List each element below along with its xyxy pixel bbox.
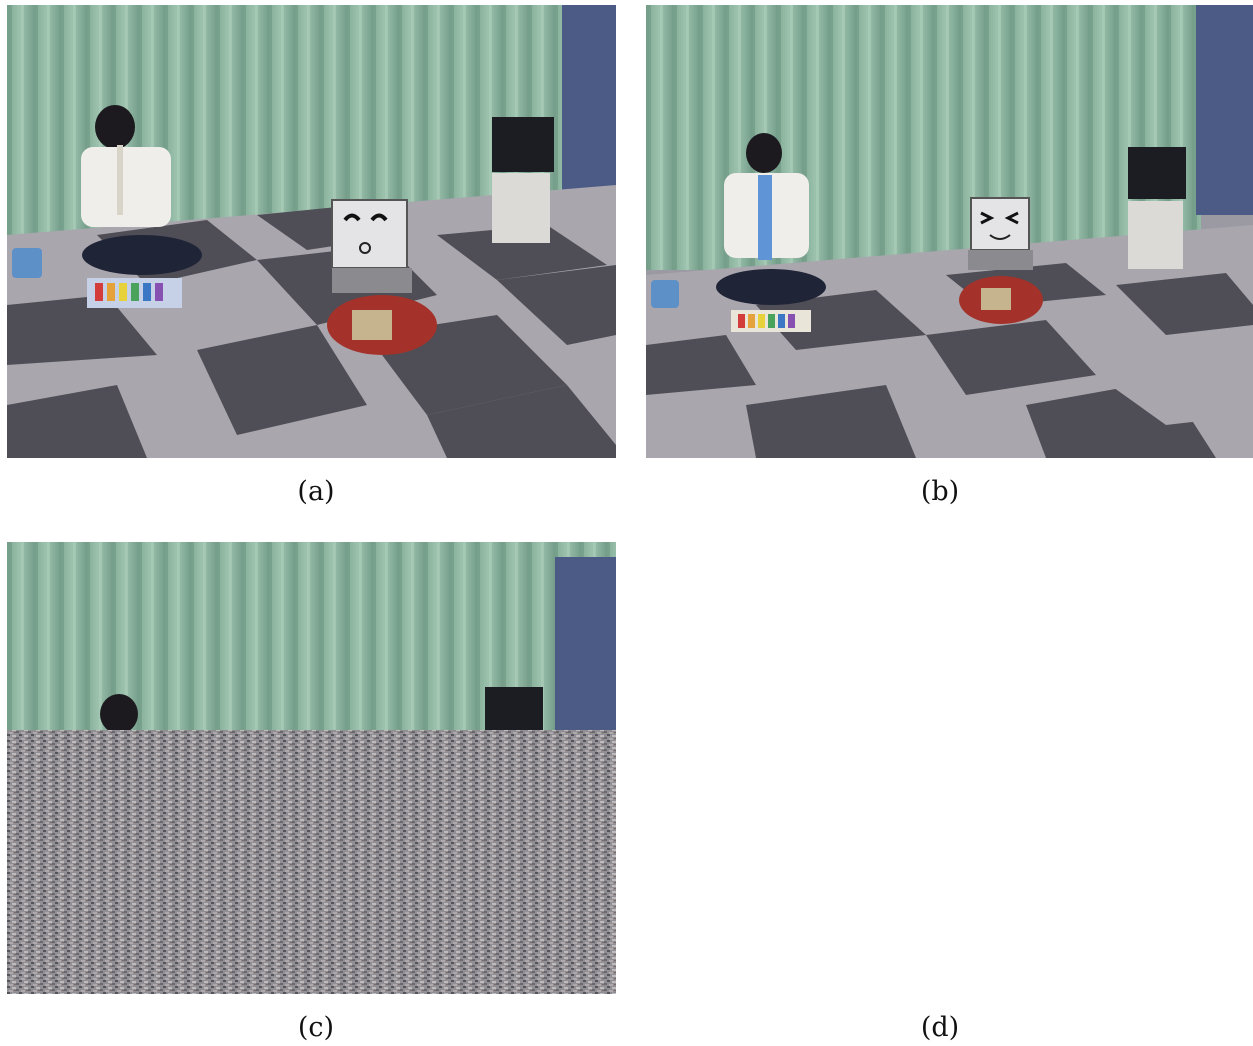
photo-scene-a [7, 5, 616, 458]
corrupted-region [7, 730, 616, 994]
photo-panel-a [7, 5, 616, 458]
robot [327, 199, 437, 355]
xylophone [731, 310, 811, 332]
blue-box [12, 248, 42, 278]
monitor [492, 117, 554, 172]
photo-panel-c [7, 542, 616, 994]
person-figure [81, 105, 202, 275]
xylophone [87, 278, 182, 308]
monitor [1128, 147, 1186, 199]
pc-tower [1128, 201, 1183, 269]
person-head [100, 694, 138, 734]
caption-d: (d) [920, 1012, 960, 1043]
caption-a: (a) [297, 476, 335, 507]
pc-tower [492, 173, 550, 243]
caption-c: (c) [297, 1012, 335, 1043]
photo-panel-b [646, 5, 1253, 458]
photo-scene-c [7, 542, 616, 994]
caption-b: (b) [920, 476, 960, 507]
robot [959, 197, 1043, 324]
photo-scene-b [646, 5, 1253, 458]
blue-box [651, 280, 679, 308]
monitor [485, 687, 543, 732]
person-figure [716, 133, 826, 305]
